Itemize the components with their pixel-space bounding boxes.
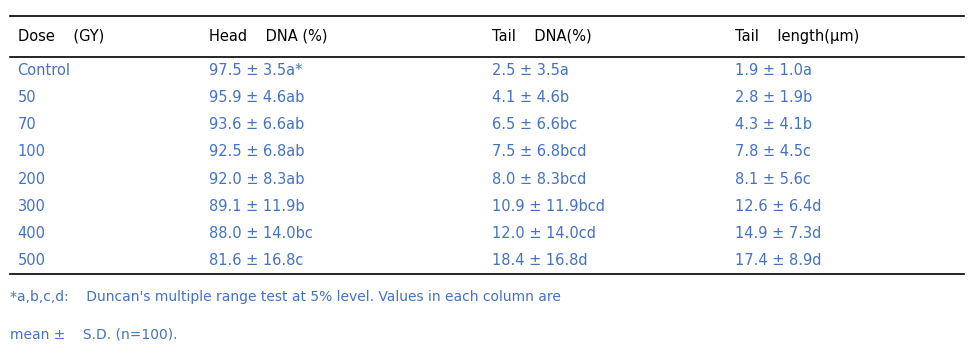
Text: 89.1 ± 11.9b: 89.1 ± 11.9b <box>209 199 305 214</box>
Text: Control: Control <box>18 63 70 78</box>
Text: 92.5 ± 6.8ab: 92.5 ± 6.8ab <box>209 145 305 159</box>
Text: 12.6 ± 6.4d: 12.6 ± 6.4d <box>735 199 822 214</box>
Text: 7.5 ± 6.8bcd: 7.5 ± 6.8bcd <box>492 145 586 159</box>
Text: 50: 50 <box>18 90 36 105</box>
Text: 92.0 ± 8.3ab: 92.0 ± 8.3ab <box>209 172 305 187</box>
Text: 1.9 ± 1.0a: 1.9 ± 1.0a <box>735 63 812 78</box>
Text: 300: 300 <box>18 199 46 214</box>
Text: 7.8 ± 4.5c: 7.8 ± 4.5c <box>735 145 811 159</box>
Text: 12.0 ± 14.0cd: 12.0 ± 14.0cd <box>492 226 596 241</box>
Text: Dose    (GY): Dose (GY) <box>18 29 104 44</box>
Text: 10.9 ± 11.9bcd: 10.9 ± 11.9bcd <box>492 199 605 214</box>
Text: Head    DNA (%): Head DNA (%) <box>209 29 328 44</box>
Text: 93.6 ± 6.6ab: 93.6 ± 6.6ab <box>209 117 305 132</box>
Text: 88.0 ± 14.0bc: 88.0 ± 14.0bc <box>209 226 314 241</box>
Text: 500: 500 <box>18 253 46 268</box>
Text: 400: 400 <box>18 226 46 241</box>
Text: mean ±    S.D. (n=100).: mean ± S.D. (n=100). <box>10 328 177 342</box>
Text: 200: 200 <box>18 172 46 187</box>
Text: 6.5 ± 6.6bc: 6.5 ± 6.6bc <box>492 117 577 132</box>
Text: 70: 70 <box>18 117 36 132</box>
Text: 8.0 ± 8.3bcd: 8.0 ± 8.3bcd <box>492 172 586 187</box>
Text: 81.6 ± 16.8c: 81.6 ± 16.8c <box>209 253 304 268</box>
Text: 17.4 ± 8.9d: 17.4 ± 8.9d <box>735 253 822 268</box>
Text: 18.4 ± 16.8d: 18.4 ± 16.8d <box>492 253 587 268</box>
Text: 97.5 ± 3.5a*: 97.5 ± 3.5a* <box>209 63 303 78</box>
Text: 2.8 ± 1.9b: 2.8 ± 1.9b <box>735 90 812 105</box>
Text: 95.9 ± 4.6ab: 95.9 ± 4.6ab <box>209 90 305 105</box>
Text: 4.1 ± 4.6b: 4.1 ± 4.6b <box>492 90 569 105</box>
Text: 2.5 ± 3.5a: 2.5 ± 3.5a <box>492 63 569 78</box>
Text: 8.1 ± 5.6c: 8.1 ± 5.6c <box>735 172 811 187</box>
Text: *a,b,c,d:    Duncan's multiple range test at 5% level. Values in each column are: *a,b,c,d: Duncan's multiple range test a… <box>10 290 561 304</box>
Text: Tail    DNA(%): Tail DNA(%) <box>492 29 591 44</box>
Text: Tail    length(μm): Tail length(μm) <box>735 29 860 44</box>
Text: 100: 100 <box>18 145 46 159</box>
Text: 4.3 ± 4.1b: 4.3 ± 4.1b <box>735 117 812 132</box>
Text: 14.9 ± 7.3d: 14.9 ± 7.3d <box>735 226 822 241</box>
